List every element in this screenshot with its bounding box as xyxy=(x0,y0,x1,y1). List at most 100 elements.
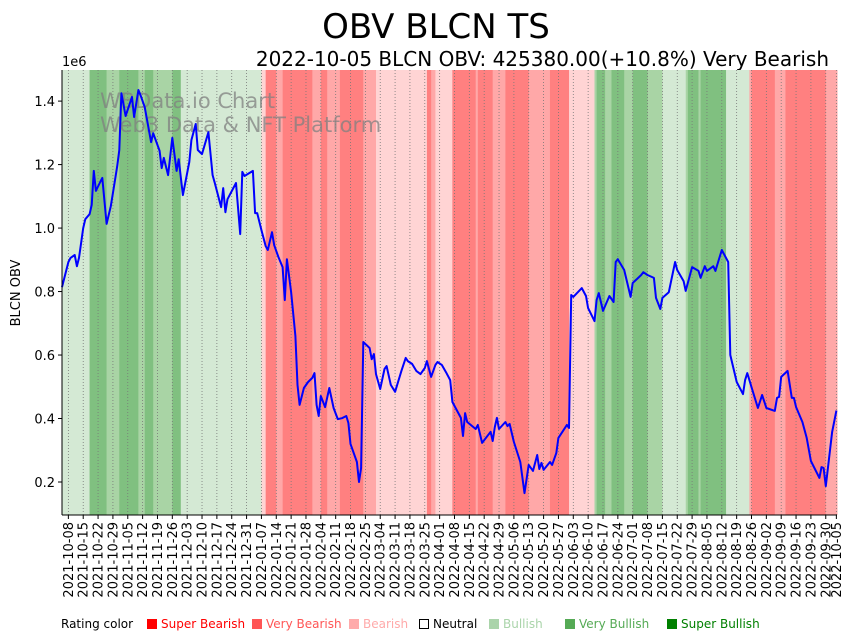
rating-band-bearish xyxy=(375,70,428,515)
x-tick-label: 2022-04-29 xyxy=(493,522,508,598)
rating-band-super-bullish xyxy=(144,70,154,515)
rating-band-very-bearish xyxy=(774,70,786,515)
x-tick-label: 2022-08-05 xyxy=(700,522,715,598)
rating-band-very-bearish xyxy=(276,70,284,515)
x-tick-label: 2021-12-10 xyxy=(196,522,211,598)
x-tick-label: 2022-07-15 xyxy=(656,522,671,598)
x-tick-label: 2022-05-27 xyxy=(552,522,567,598)
rating-band-bearish xyxy=(435,70,453,515)
rating-band-bullish xyxy=(726,70,750,515)
x-tick-label: 2022-03-04 xyxy=(374,522,389,598)
rating-band-bearish xyxy=(261,70,267,515)
legend-swatch xyxy=(419,619,429,629)
rating-band-very-bullish xyxy=(698,70,702,515)
legend-label: Neutral xyxy=(433,617,478,631)
x-tick-label: 2022-01-14 xyxy=(270,522,285,598)
y-tick-label: 0.6 xyxy=(34,349,55,364)
legend-title: Rating color xyxy=(61,617,134,631)
x-tick-label: 2022-06-17 xyxy=(596,522,611,598)
rating-band-very-bearish xyxy=(327,70,341,515)
rating-band-super-bearish xyxy=(265,70,277,515)
x-tick-label: 2022-02-25 xyxy=(359,522,374,598)
x-tick-label: 2022-03-25 xyxy=(418,522,433,598)
rating-band-very-bearish xyxy=(825,70,838,515)
rating-band-very-bullish xyxy=(605,70,612,515)
x-tick-label: 2021-11-19 xyxy=(151,522,166,598)
rating-band-super-bearish xyxy=(320,70,328,515)
legend-swatch xyxy=(349,619,359,629)
rating-band-very-bearish xyxy=(363,70,377,515)
rating-band-very-bearish xyxy=(431,70,436,515)
x-tick-label: 2021-12-17 xyxy=(210,522,225,598)
legend-label: Very Bullish xyxy=(579,617,650,631)
x-tick-label: 2021-12-03 xyxy=(181,522,196,598)
y-scale-label: 1e6 xyxy=(62,55,87,70)
x-tick-label: 2022-01-28 xyxy=(299,522,314,598)
legend-swatch xyxy=(489,619,499,629)
legend-label: Super Bearish xyxy=(161,617,246,631)
x-tick-label: 2021-12-24 xyxy=(225,522,240,598)
x-tick-label: 2022-04-22 xyxy=(478,522,493,598)
legend-label: Very Bearish xyxy=(266,617,342,631)
watermark-line-2: Web3 Data & NFT Platform xyxy=(100,113,381,137)
series-layer xyxy=(61,89,838,495)
rating-band-super-bearish xyxy=(477,70,494,515)
y-tick-label: 0.2 xyxy=(34,476,55,491)
legend-item-very-bearish: Very Bearish xyxy=(252,617,342,631)
rating-band-very-bullish xyxy=(153,70,173,515)
rating-band-super-bearish xyxy=(452,70,477,515)
x-tick-label: 2022-04-15 xyxy=(463,522,478,598)
rating-band-very-bullish xyxy=(138,70,146,515)
legend-item-bullish: Bullish xyxy=(489,617,543,631)
x-tick-label: 2022-09-30 xyxy=(819,522,834,598)
x-tick-label: 2022-01-07 xyxy=(255,522,270,598)
x-tick-label: 2022-05-20 xyxy=(537,522,552,598)
rating-band-super-bullish xyxy=(687,70,699,515)
rating-band-super-bearish xyxy=(785,70,827,515)
x-tick-label: 2022-02-11 xyxy=(329,522,344,598)
rating-band-very-bearish xyxy=(528,70,551,515)
x-tick-label: 2021-10-22 xyxy=(92,522,107,598)
rating-band-very-bullish xyxy=(594,70,598,515)
legend-label: Super Bullish xyxy=(681,617,760,631)
y-axis-label: BLCN OBV xyxy=(9,260,24,327)
x-tick-label: 2022-07-01 xyxy=(626,522,641,598)
y-tick-label: 1.0 xyxy=(34,222,55,237)
rating-band-bullish xyxy=(662,70,687,515)
legend-item-super-bearish: Super Bearish xyxy=(147,617,245,631)
rating-band-very-bearish xyxy=(312,70,322,515)
rating-band-super-bearish xyxy=(282,70,313,515)
x-tick-label: 2022-06-10 xyxy=(582,522,597,598)
x-tick-label: 2022-04-01 xyxy=(433,522,448,598)
rating-band-bullish xyxy=(180,70,262,515)
watermark-line-1: WBData.io Chart xyxy=(100,89,275,113)
rating-band-bullish xyxy=(62,70,91,515)
obv-line xyxy=(61,89,838,495)
x-tick-label: 2022-07-22 xyxy=(671,522,686,598)
rating-band-very-bullish xyxy=(685,70,689,515)
x-tick-label: 2021-12-31 xyxy=(240,522,255,598)
x-tick-label: 2022-02-18 xyxy=(344,522,359,598)
rating-band-super-bullish xyxy=(172,70,182,515)
legend-item-neutral: Neutral xyxy=(419,617,477,631)
x-tick-label: 2021-10-08 xyxy=(62,522,77,598)
y-tick-label: 1.2 xyxy=(34,159,55,174)
x-tick-label: 2022-05-13 xyxy=(522,522,537,598)
rating-band-super-bearish xyxy=(751,70,776,515)
legend-item-bearish: Bearish xyxy=(349,617,408,631)
rating-band-super-bearish xyxy=(426,70,432,515)
rating-band-super-bullish xyxy=(119,70,139,515)
x-tick-label: 2022-03-18 xyxy=(403,522,418,598)
legend-swatch xyxy=(667,619,677,629)
rating-band-super-bullish xyxy=(700,70,727,515)
x-tick-label: 2022-08-12 xyxy=(715,522,730,598)
legend-label: Bearish xyxy=(363,617,409,631)
x-tick-label: 2022-02-04 xyxy=(314,522,329,598)
x-tick-label: 2021-11-26 xyxy=(166,522,181,598)
x-tick-label: 2022-09-09 xyxy=(775,522,790,598)
chart-title: OBV BLCN TS xyxy=(322,7,550,47)
x-tick-label: 2022-06-24 xyxy=(611,522,626,598)
x-tick-label: 2022-09-16 xyxy=(790,522,805,598)
x-tick-label: 2022-03-11 xyxy=(389,522,404,598)
legend-swatch xyxy=(565,619,575,629)
